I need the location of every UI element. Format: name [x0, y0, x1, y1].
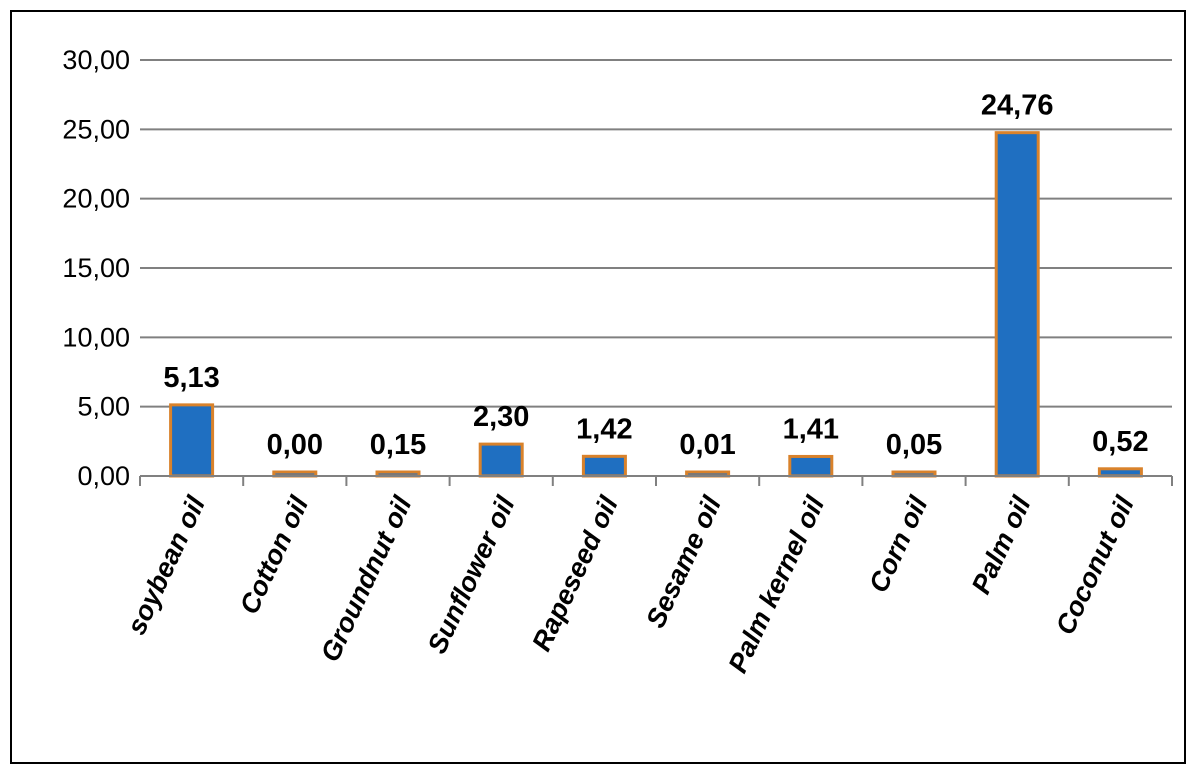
y-axis-tick-labels: 0,00 5,00 10,00 15,00 20,00 25,00 30,00 [62, 45, 130, 491]
bar [994, 131, 1040, 478]
y-tick-label: 15,00 [62, 253, 130, 283]
category-label: Sesame oil [640, 491, 727, 632]
bar [478, 442, 524, 478]
data-label: 24,76 [981, 90, 1054, 122]
bar [581, 454, 627, 478]
bar [169, 403, 215, 478]
y-tick-label: 10,00 [62, 322, 130, 352]
y-tick-label: 5,00 [77, 392, 130, 422]
category-label: Palm oil [966, 491, 1037, 598]
data-label: 1,41 [783, 413, 839, 445]
data-label: 5,13 [163, 362, 219, 394]
bar-chart: 0,00 5,00 10,00 15,00 20,00 25,00 30,00 5,13 0,… [62, 45, 1173, 677]
data-label: 0,00 [267, 429, 323, 461]
category-label: Cotton oil [234, 491, 315, 618]
data-label: 0,05 [886, 429, 942, 461]
data-labels: 5,13 0,00 0,15 2,30 1,42 0,01 1,41 0,05 24,76 0,5… [163, 90, 1148, 461]
data-label: 0,52 [1092, 426, 1148, 458]
x-axis-category-labels: soybean oil Cotton oil Groundnut oil Sunflo… [121, 491, 1140, 677]
category-label: Palm kernel oil [723, 491, 831, 677]
x-axis [139, 475, 1173, 486]
category-label: Rapeseed oil [526, 491, 624, 655]
bars [169, 131, 1143, 478]
bar [788, 454, 834, 478]
y-tick-label: 20,00 [62, 184, 130, 214]
data-label: 1,42 [576, 413, 632, 445]
y-tick-label: 30,00 [62, 45, 130, 75]
gridlines [140, 59, 1172, 477]
data-label: 2,30 [473, 401, 529, 433]
category-label: Corn oil [863, 491, 934, 597]
y-tick-label: 0,00 [77, 461, 130, 491]
category-label: Sunflower oil [422, 491, 521, 658]
category-label: Coconut oil [1050, 491, 1140, 639]
data-label: 0,01 [679, 429, 735, 461]
chart-frame: 0,00 5,00 10,00 15,00 20,00 25,00 30,00 5,13 0,… [10, 10, 1186, 764]
category-label: soybean oil [121, 491, 211, 639]
data-label: 0,15 [370, 429, 426, 461]
y-tick-label: 25,00 [62, 114, 130, 144]
bar [1097, 467, 1143, 478]
category-label: Groundnut oil [315, 491, 418, 666]
